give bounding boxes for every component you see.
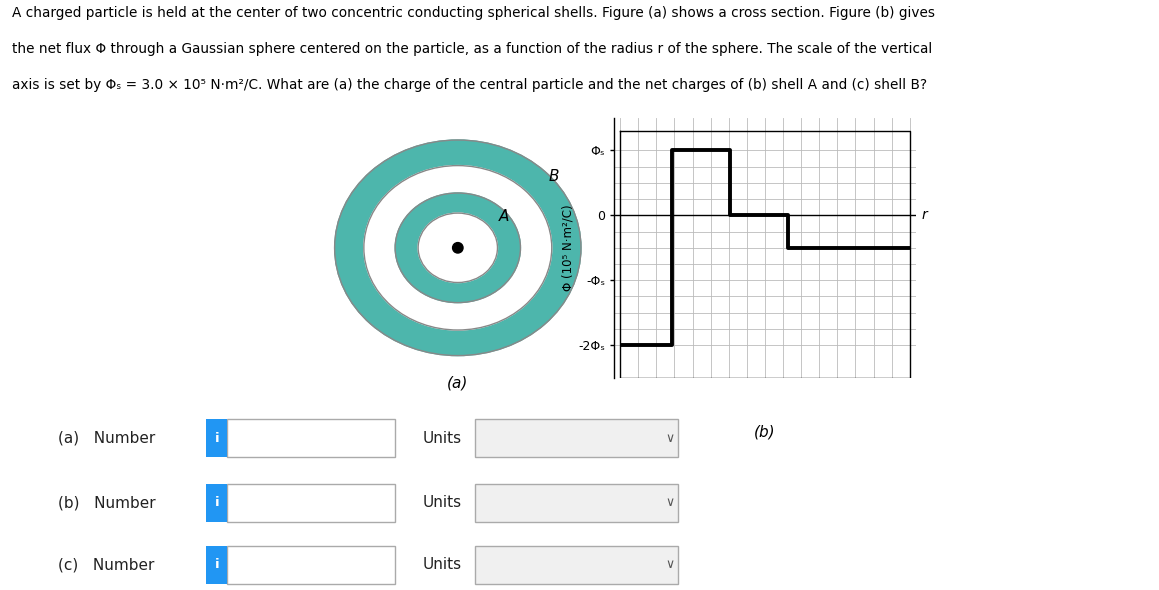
FancyBboxPatch shape — [206, 484, 227, 522]
Text: (b): (b) — [755, 424, 775, 440]
Text: i: i — [214, 496, 219, 510]
Text: Units: Units — [423, 496, 462, 510]
Text: (c)   Number: (c) Number — [58, 558, 154, 572]
FancyBboxPatch shape — [475, 484, 678, 522]
FancyBboxPatch shape — [227, 419, 395, 457]
Text: axis is set by Φₛ = 3.0 × 10⁵ N·m²/C. What are (a) the charge of the central par: axis is set by Φₛ = 3.0 × 10⁵ N·m²/C. Wh… — [12, 78, 927, 92]
FancyBboxPatch shape — [206, 419, 227, 457]
Text: ∨: ∨ — [665, 558, 675, 572]
Ellipse shape — [364, 166, 552, 330]
Text: i: i — [214, 558, 219, 572]
Ellipse shape — [395, 193, 520, 303]
Text: r: r — [921, 208, 927, 222]
Text: A: A — [498, 209, 509, 224]
Text: Units: Units — [423, 558, 462, 572]
Ellipse shape — [335, 140, 581, 356]
Text: ∨: ∨ — [665, 496, 675, 510]
Text: ∨: ∨ — [665, 431, 675, 445]
Text: i: i — [214, 431, 219, 445]
Circle shape — [452, 242, 464, 253]
Ellipse shape — [418, 213, 497, 283]
Text: B: B — [548, 169, 559, 184]
FancyBboxPatch shape — [206, 546, 227, 584]
Text: (b)   Number: (b) Number — [58, 496, 155, 510]
Y-axis label: Φ (10⁵ N·m²/C): Φ (10⁵ N·m²/C) — [561, 205, 574, 291]
FancyBboxPatch shape — [475, 546, 678, 584]
FancyBboxPatch shape — [227, 484, 395, 522]
Text: the net flux Φ through a Gaussian sphere centered on the particle, as a function: the net flux Φ through a Gaussian sphere… — [12, 42, 932, 56]
Text: (a): (a) — [447, 375, 468, 390]
Text: A charged particle is held at the center of two concentric conducting spherical : A charged particle is held at the center… — [12, 6, 934, 20]
Text: Units: Units — [423, 431, 462, 445]
FancyBboxPatch shape — [475, 419, 678, 457]
FancyBboxPatch shape — [227, 546, 395, 584]
Text: (a)   Number: (a) Number — [58, 431, 155, 445]
